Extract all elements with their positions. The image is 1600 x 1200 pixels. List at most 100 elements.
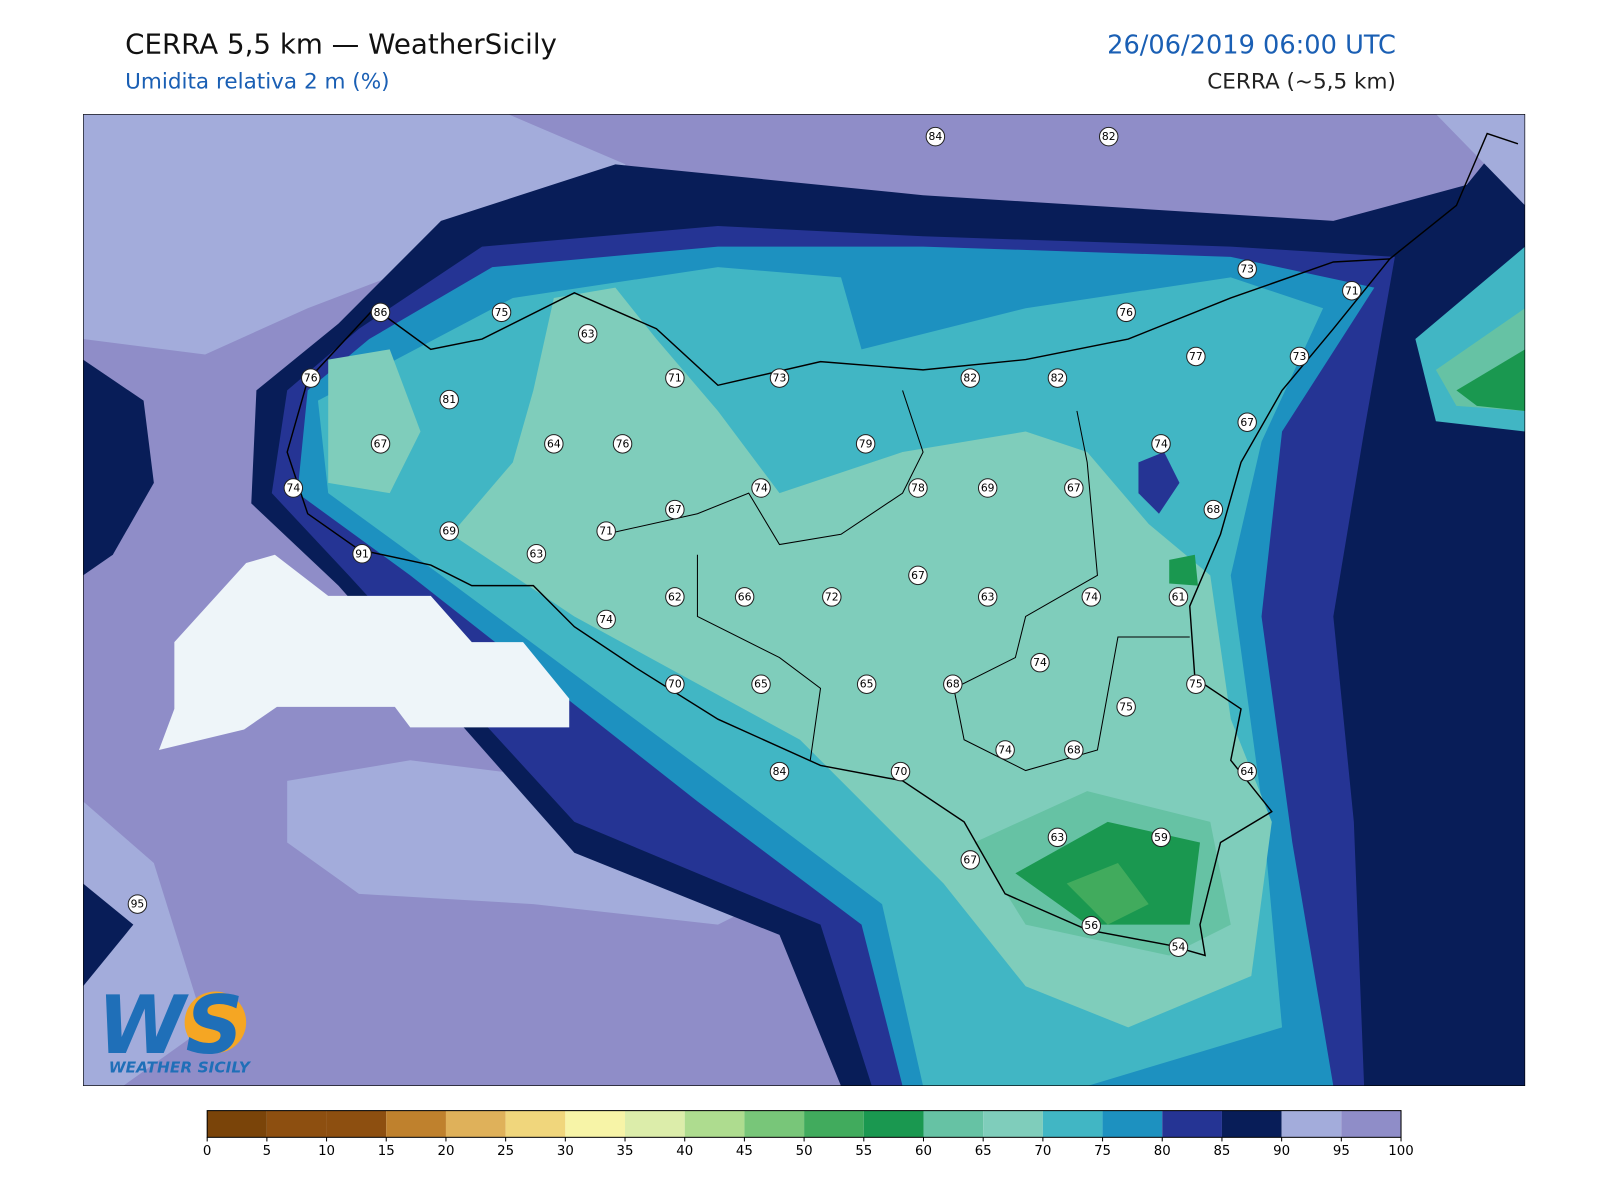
station-value: 82: [1102, 130, 1116, 143]
colorbar-label: 0: [203, 1144, 211, 1159]
station-value: 63: [1051, 831, 1065, 844]
station-marker: [734, 587, 755, 607]
station-value: 64: [1240, 765, 1254, 778]
station-value: 77: [1189, 350, 1203, 363]
station-marker: [526, 544, 547, 564]
station-marker: [890, 761, 911, 782]
station-value: 68: [1206, 503, 1220, 516]
station-value: 67: [1240, 416, 1254, 429]
station-marker: [1186, 674, 1206, 695]
station-marker: [439, 389, 459, 410]
colorbar-label: 85: [1213, 1144, 1230, 1159]
station-value: 76: [1119, 306, 1133, 319]
station-value: 79: [859, 437, 873, 450]
station-value: 75: [495, 306, 509, 319]
station-value: 68: [946, 678, 960, 691]
colorbar-label: 15: [378, 1144, 395, 1159]
colorbar-bin: [863, 1110, 924, 1138]
humidity-area: [83, 883, 134, 987]
coastline: [1389, 132, 1519, 260]
station-value: 61: [1172, 590, 1186, 603]
station-marker: [960, 368, 980, 388]
colorbar-bin: [625, 1110, 685, 1138]
station-marker: [1116, 302, 1136, 323]
station-marker: [596, 609, 616, 630]
colorbar-label: 5: [263, 1144, 271, 1159]
station-marker: [1237, 259, 1257, 279]
station-value: 65: [754, 678, 768, 691]
station-marker: [1186, 346, 1206, 367]
station-marker: [352, 544, 372, 564]
colorbar-label: 35: [617, 1144, 634, 1159]
station-marker: [596, 521, 616, 541]
humidity-area: [328, 349, 421, 494]
station-marker: [1342, 280, 1362, 301]
station-value: 54: [1172, 941, 1186, 954]
colorbar-bin: [804, 1110, 864, 1138]
colorbar-bin: [266, 1110, 327, 1138]
station-marker: [439, 521, 459, 541]
station-marker: [1151, 434, 1171, 454]
station-value: 82: [963, 372, 977, 385]
station-value: 56: [1084, 919, 1098, 932]
humidity-area: [83, 114, 626, 355]
station-marker: [908, 565, 928, 586]
station-value: 67: [963, 853, 977, 866]
station-value: 62: [668, 590, 682, 603]
station-marker: [1064, 478, 1084, 498]
title: CERRA 5,5 km — WeatherSicily: [125, 27, 557, 60]
colorbar-label: 80: [1154, 1144, 1171, 1159]
station-marker: [751, 478, 771, 498]
station-value: 74: [754, 482, 768, 495]
station-marker: [1081, 587, 1102, 607]
map: [83, 114, 1526, 1086]
colorbar-bin: [445, 1110, 506, 1138]
station-value: 59: [1154, 831, 1168, 844]
border: [696, 554, 822, 761]
station-marker: [370, 302, 391, 323]
station-marker: [1151, 827, 1171, 848]
station-marker: [1047, 827, 1068, 848]
colorbar-label: 95: [1333, 1144, 1350, 1159]
station-marker: [856, 674, 877, 695]
model: CERRA (~5,5 km): [1207, 69, 1396, 94]
station-value: 74: [599, 613, 613, 626]
station-marker: [769, 368, 790, 388]
station-value: 74: [286, 482, 300, 495]
logo-caption: WEATHER SICILY: [109, 1059, 252, 1077]
coastline: [286, 258, 1392, 957]
station-marker: [995, 740, 1015, 760]
station-marker: [977, 478, 998, 498]
datetime: 26/06/2019 06:00 UTC: [1107, 30, 1396, 60]
station-value: 71: [599, 525, 613, 538]
station-value: 69: [981, 482, 995, 495]
station-value: 69: [442, 525, 456, 538]
station-value: 84: [929, 130, 943, 143]
colorbar-label: 55: [855, 1144, 872, 1159]
station-value: 71: [1345, 284, 1359, 297]
colorbar-bin: [983, 1110, 1043, 1138]
station-value: 68: [1067, 743, 1081, 756]
station-value: 76: [616, 437, 630, 450]
station-marker: [665, 587, 685, 607]
station-value: 86: [374, 306, 388, 319]
station-value: 71: [668, 372, 682, 385]
station-marker: [370, 434, 391, 454]
station-marker: [283, 478, 304, 498]
station-value: 70: [668, 678, 682, 691]
station-marker: [908, 478, 928, 498]
station-marker: [544, 434, 564, 454]
station-value: 76: [304, 372, 318, 385]
colorbar-bin: [744, 1110, 805, 1138]
station-value: 73: [773, 372, 787, 385]
station-marker: [1168, 587, 1189, 607]
station-value: 74: [1154, 437, 1168, 450]
station-value: 67: [374, 437, 388, 450]
colorbar-bin: [1281, 1110, 1342, 1138]
station-value: 75: [1189, 678, 1203, 691]
station-marker: [855, 434, 876, 454]
station-value: 82: [1051, 372, 1065, 385]
colorbar-label: 90: [1273, 1144, 1290, 1159]
station-value: 78: [911, 482, 925, 495]
